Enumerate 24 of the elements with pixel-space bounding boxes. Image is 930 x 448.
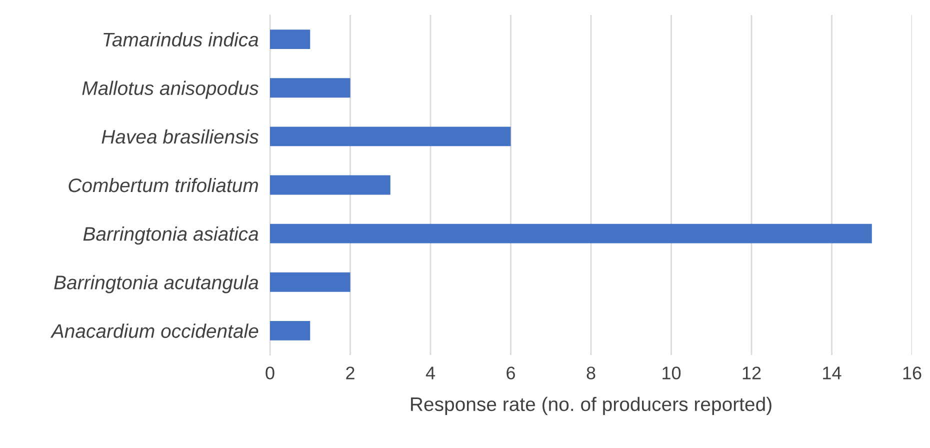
bar — [270, 224, 872, 244]
x-tick-label: 6 — [506, 366, 515, 380]
bar — [270, 272, 350, 292]
y-tick-label: Havea brasiliensis — [102, 129, 258, 144]
y-tick-label: Barringtonia asiatica — [83, 226, 258, 245]
y-tick-label: Combertum trifoliatum — [68, 178, 258, 192]
x-tick-label: 2 — [346, 366, 354, 380]
x-tick-label: 12 — [742, 366, 761, 380]
y-tick-label: Mallotus anisopodus — [82, 80, 259, 99]
y-tick-label: Barringtonia acutangula — [54, 275, 258, 294]
bar — [270, 78, 350, 98]
x-tick-label: 8 — [586, 366, 596, 380]
x-tick-label: 4 — [426, 366, 435, 380]
x-tick-label: 0 — [266, 366, 274, 380]
x-tick-label: 10 — [662, 366, 681, 380]
x-tick-label: 14 — [823, 366, 842, 380]
bar — [270, 321, 310, 340]
bar — [270, 126, 511, 146]
bar — [270, 175, 390, 195]
x-tick-label: 16 — [903, 366, 922, 380]
bar — [270, 30, 310, 49]
y-tick-label: Anacardium occidentale — [50, 324, 258, 338]
y-tick-label: Tamarindus indica — [104, 32, 258, 47]
x-axis-title: Response rate (no. of producers reported) — [411, 396, 772, 415]
